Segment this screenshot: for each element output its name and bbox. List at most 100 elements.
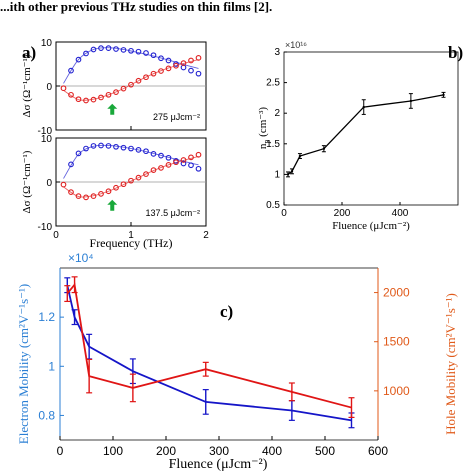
panel-a-xlabel: Frequency (THz) xyxy=(90,236,173,250)
data-point xyxy=(60,85,67,92)
y-tick-label: 3 xyxy=(274,47,280,58)
data-point xyxy=(195,70,202,77)
y-tick-label: 2 xyxy=(274,108,280,119)
data-point xyxy=(150,150,157,157)
data-point xyxy=(113,46,119,52)
data-point xyxy=(322,147,326,150)
y-tick-label: 0.5 xyxy=(266,200,280,211)
header-fragment: ...ith other previous THz studies on thi… xyxy=(0,0,272,14)
x-tick-label: 600 xyxy=(368,444,388,458)
data-point xyxy=(128,47,134,54)
data-point xyxy=(409,99,413,103)
y-tick-label-right: 1000 xyxy=(383,384,410,398)
data-point xyxy=(128,81,134,88)
data-point xyxy=(98,191,104,197)
panel-b-ylabel-unit: (cm⁻³) xyxy=(257,107,269,140)
y-tick-label: 2.5 xyxy=(266,78,280,89)
data-point xyxy=(150,167,157,173)
data-point xyxy=(68,189,74,195)
panel-c: 0.8 1 1.2 1000 1500 2000 0 100 200 300 400 500 600 c… xyxy=(16,251,458,472)
data-point xyxy=(83,97,89,104)
panel-b-ylabel-main: n xyxy=(257,143,269,149)
data-point xyxy=(180,157,187,163)
data-point xyxy=(120,144,127,151)
y-tick-label: 1.5 xyxy=(266,139,280,150)
plot-frame xyxy=(283,51,459,206)
data-point xyxy=(120,85,127,92)
data-point xyxy=(158,68,164,74)
panel-b-plot: 0.5 1 1.5 2 2.5 3 0 200 400 xyxy=(266,47,459,219)
fit-line xyxy=(63,59,199,101)
panel-b-ylabel-sub: p xyxy=(262,140,271,144)
data-point xyxy=(165,161,172,168)
data-point xyxy=(143,148,149,155)
data-point xyxy=(195,54,202,61)
data-point xyxy=(188,67,194,74)
data-point xyxy=(188,162,194,169)
data-point xyxy=(135,48,142,55)
series-line xyxy=(287,94,444,175)
data-point xyxy=(75,96,82,103)
data-point xyxy=(90,96,97,103)
data-point xyxy=(165,57,172,64)
x-tick-label: 2 xyxy=(203,230,209,241)
green-arrow-marker xyxy=(107,199,118,211)
data-point xyxy=(113,143,119,150)
data-point xyxy=(362,105,365,109)
y-tick-label-right: 1500 xyxy=(383,335,410,349)
x-tick-label: 200 xyxy=(156,444,176,458)
data-point xyxy=(105,91,112,98)
y-tick-label-left: 0.8 xyxy=(38,408,55,422)
y-tick-label: 0 xyxy=(46,82,52,93)
data-point xyxy=(188,154,194,161)
x-tick-label: 300 xyxy=(209,444,229,458)
data-point xyxy=(180,160,187,167)
data-point xyxy=(150,52,157,59)
x-tick-label: 400 xyxy=(262,444,282,458)
data-point xyxy=(143,50,149,56)
data-point xyxy=(98,45,104,52)
panel-a-label: a) xyxy=(22,43,36,62)
fluence-annotation: 137.5 μJcm⁻² xyxy=(146,208,200,218)
panel-a-subplot-top: 10 0 -10 Δσ (Ω⁻¹cm⁻¹) 275 μJcm⁻² xyxy=(21,38,207,137)
panel-b-label: b) xyxy=(448,43,463,62)
panel-b-ylabel: np (cm⁻³) xyxy=(257,107,271,149)
x-tick-label: 200 xyxy=(334,208,351,219)
data-point xyxy=(90,143,97,149)
panel-c-label: c) xyxy=(220,302,233,321)
data-point xyxy=(135,77,142,84)
x-tick-label: 500 xyxy=(315,444,335,458)
y-tick-label: 10 xyxy=(41,38,53,49)
y-tick-label-left: 1 xyxy=(48,359,55,373)
y-tick-label-left: 1.2 xyxy=(38,310,55,324)
data-point xyxy=(75,193,82,199)
x-tick-label: 400 xyxy=(392,208,409,219)
data-point xyxy=(158,55,164,62)
data-point xyxy=(83,50,89,57)
data-point xyxy=(98,94,104,101)
panel-b: b) 0.511.522.530 200 400 Fluence (μJcm⁻²) … xyxy=(257,40,463,232)
panel-a-subplot-bottom: 100-100 1 2Δσ (Ω⁻¹cm⁻¹) 137.5 μJcm⁻² xyxy=(21,134,209,241)
data-point xyxy=(143,74,149,81)
panel-c-plot: 0.8 1 1.2 1000 1500 2000 0 100 200 300 400 500 600 xyxy=(38,267,410,458)
data-point xyxy=(195,151,202,158)
y-tick-label-right: 2000 xyxy=(383,286,410,300)
data-point xyxy=(128,177,134,184)
y-tick-label: 0 xyxy=(46,178,52,189)
data-point xyxy=(113,184,119,191)
x-tick-label: 0 xyxy=(281,208,287,219)
x-tick-label: 1 xyxy=(128,230,134,241)
data-point xyxy=(60,181,67,188)
data-point xyxy=(83,145,89,152)
data-point xyxy=(442,93,445,97)
data-point xyxy=(180,60,187,66)
data-point xyxy=(128,145,134,152)
fit-line xyxy=(63,156,199,198)
data-point xyxy=(120,181,127,188)
data-point xyxy=(143,171,149,177)
series-line-right xyxy=(66,282,352,409)
data-point xyxy=(135,174,142,181)
data-point xyxy=(173,62,179,69)
